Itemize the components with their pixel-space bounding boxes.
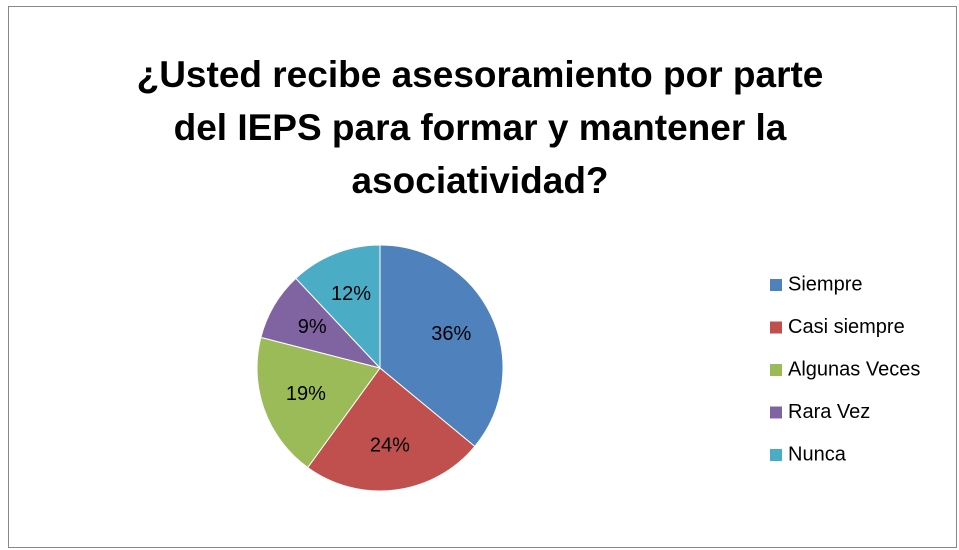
legend-swatch xyxy=(770,279,782,291)
data-label: 36% xyxy=(431,323,471,345)
pie-slice xyxy=(307,367,476,492)
data-label: 24% xyxy=(370,434,410,456)
data-label: 19% xyxy=(286,383,326,405)
legend-label: Rara Vez xyxy=(788,401,870,423)
legend-label: Casi siempre xyxy=(788,316,905,338)
legend-swatch xyxy=(770,321,782,334)
legend-label: Siempre xyxy=(788,273,862,295)
legend-swatch xyxy=(770,406,782,419)
legend-label: Nunca xyxy=(788,443,847,465)
legend-label: Algunas Veces xyxy=(788,358,920,380)
legend-swatch xyxy=(770,364,782,376)
pie-slice xyxy=(256,336,381,469)
pie-slice xyxy=(379,244,504,448)
legend-swatch xyxy=(770,449,782,461)
chart-frame xyxy=(8,6,957,548)
data-label: 12% xyxy=(331,283,371,305)
pie-slice xyxy=(295,244,381,370)
data-label: 9% xyxy=(298,316,327,338)
chart-title: ¿Usted recibe asesoramiento por parte de… xyxy=(136,54,824,201)
